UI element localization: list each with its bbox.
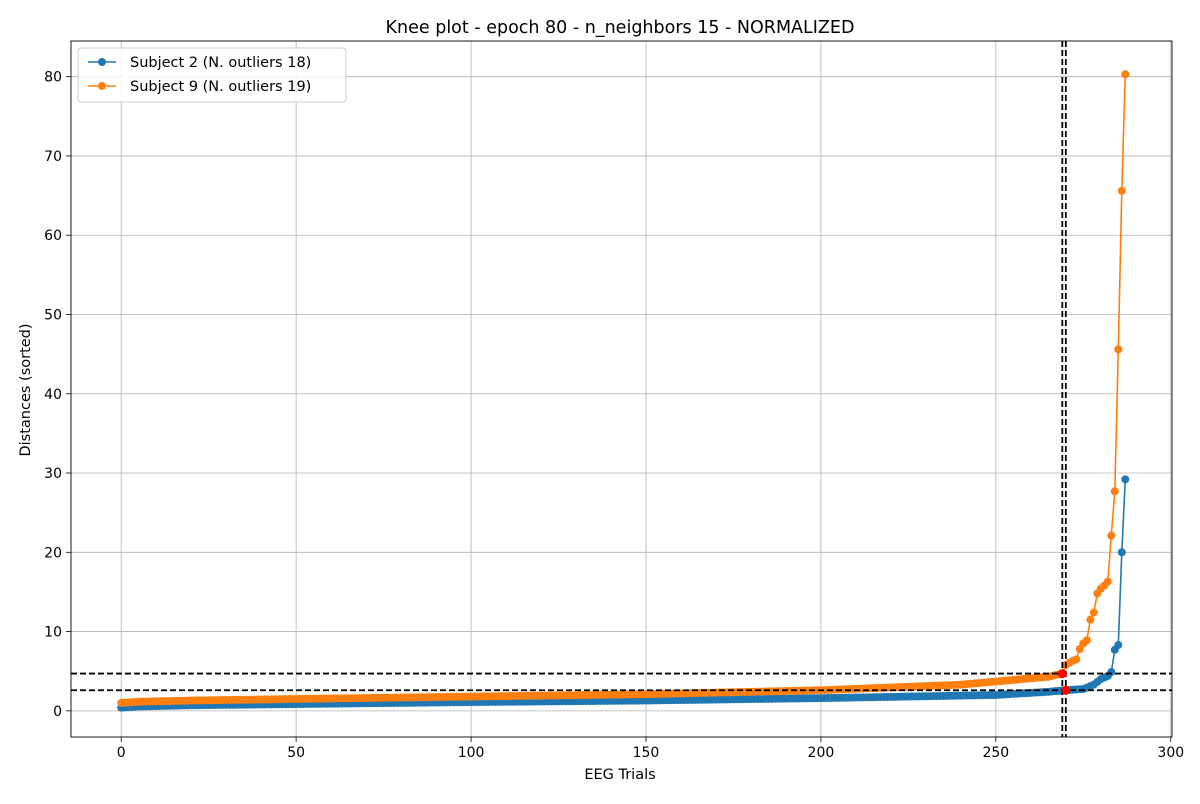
reference-lines (71, 41, 1172, 737)
y-tick-label: 80 (44, 70, 62, 86)
y-tick-label: 50 (44, 307, 62, 323)
x-tick-label: 50 (287, 745, 305, 761)
grid-lines (71, 41, 1172, 737)
x-axis-label: EEG Trials (584, 767, 655, 783)
data-point (1121, 70, 1130, 79)
legend: Subject 2 (N. outliers 18) Subject 9 (N. … (77, 47, 347, 103)
plot-frame (70, 40, 1173, 738)
data-point (1072, 655, 1081, 664)
data-point (1107, 667, 1116, 676)
data-point (1082, 636, 1091, 645)
knee-markers (1057, 669, 1071, 695)
data-point (1121, 475, 1130, 484)
data-point (1117, 186, 1126, 195)
y-axis-ticks: 0 10 20 30 40 50 60 70 80 (44, 70, 71, 720)
legend-item: Subject 2 (N. outliers 18) (88, 55, 311, 71)
x-axis-ticks: 0 50 100 150 200 250 300 (117, 737, 1184, 761)
y-axis-label: Distances (sorted) (18, 323, 34, 456)
legend-label: Subject 2 (N. outliers 18) (130, 55, 311, 71)
data-point (1114, 345, 1123, 354)
legend-label: Subject 9 (N. outliers 19) (130, 79, 311, 95)
legend-marker (98, 58, 106, 66)
x-tick-label: 100 (458, 745, 485, 761)
y-tick-label: 60 (44, 228, 62, 244)
x-tick-label: 300 (1157, 745, 1184, 761)
x-tick-label: 150 (633, 745, 660, 761)
series-line (121, 74, 1127, 704)
data-point (1117, 548, 1126, 557)
y-tick-label: 70 (44, 149, 62, 165)
legend-item: Subject 9 (N. outliers 19) (88, 79, 311, 95)
x-tick-label: 0 (117, 745, 126, 761)
legend-marker (98, 82, 106, 90)
legend-box (77, 47, 347, 103)
y-tick-label: 30 (44, 466, 62, 482)
x-tick-label: 200 (808, 745, 835, 761)
data-point (1107, 531, 1116, 540)
y-tick-label: 0 (53, 704, 62, 720)
y-tick-label: 20 (44, 545, 62, 561)
x-tick-label: 250 (982, 745, 1009, 761)
data-point (1086, 615, 1095, 624)
data-point (1110, 487, 1119, 496)
series-layer (117, 70, 1130, 712)
data-point (1114, 641, 1123, 650)
data-point (1103, 577, 1112, 586)
y-tick-label: 10 (44, 625, 62, 641)
chart-title: Knee plot - epoch 80 - n_neighbors 15 - … (386, 18, 855, 38)
knee-point (1061, 685, 1071, 695)
series-2 (117, 70, 1130, 707)
data-point (1089, 608, 1098, 617)
knee-point (1057, 669, 1067, 679)
series-1 (117, 475, 1130, 712)
y-tick-label: 40 (44, 387, 62, 403)
